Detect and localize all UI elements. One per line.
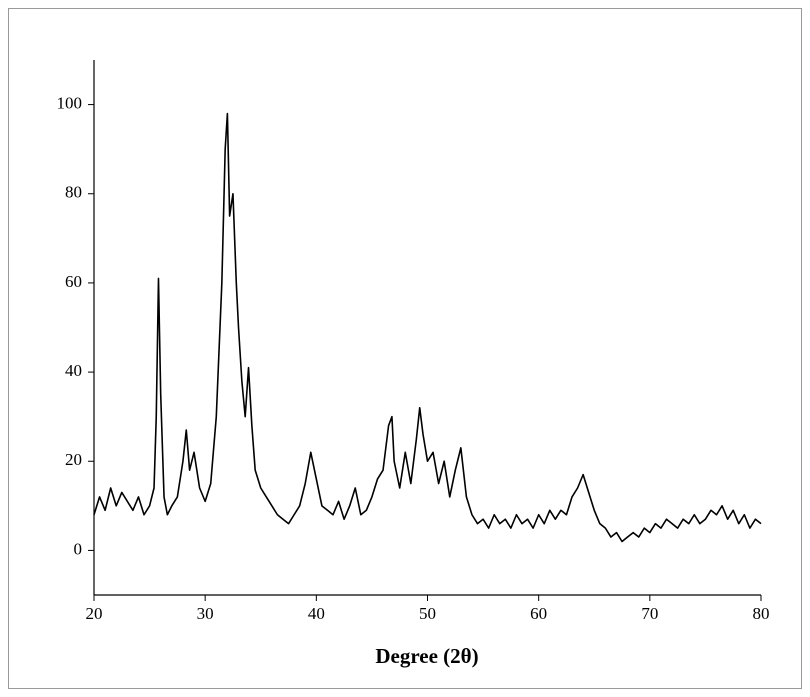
y-tick-label: 100: [57, 93, 83, 112]
x-axis-label: Degree (2θ): [375, 644, 478, 668]
x-tick-label: 40: [308, 604, 325, 623]
y-tick-label: 60: [65, 272, 82, 291]
y-tick-label: 0: [74, 539, 83, 558]
x-tick-label: 80: [753, 604, 770, 623]
frame: [8, 8, 802, 689]
x-tick-label: 50: [419, 604, 436, 623]
y-tick-label: 20: [65, 450, 82, 469]
data-line: [93, 112, 762, 543]
x-tick-label: 70: [641, 604, 658, 623]
x-tick-label: 20: [86, 604, 103, 623]
y-tick-label: 40: [65, 361, 82, 380]
y-tick-label: 80: [65, 183, 82, 202]
x-tick-label: 30: [197, 604, 214, 623]
x-tick-label: 60: [530, 604, 547, 623]
